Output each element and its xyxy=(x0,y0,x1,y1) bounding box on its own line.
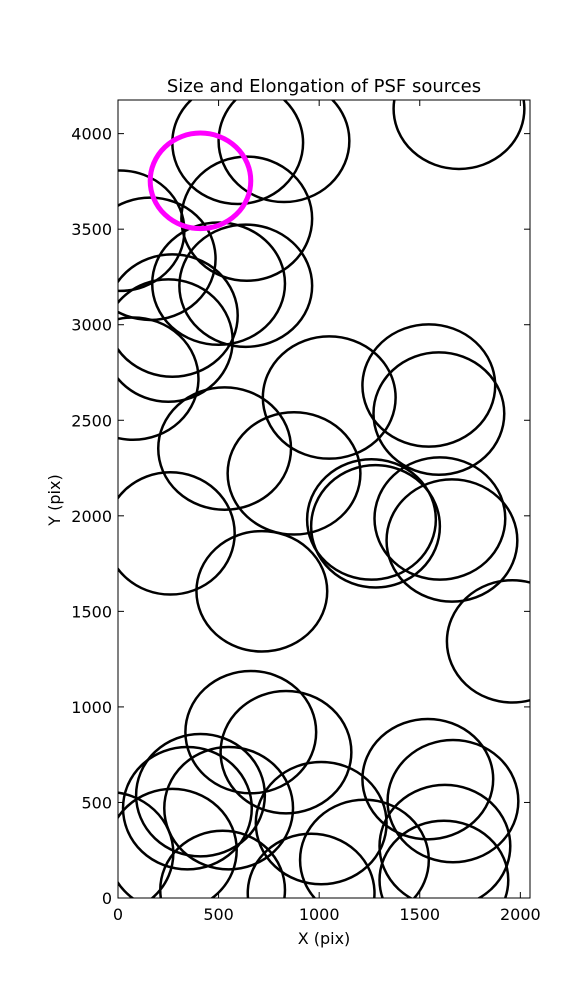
psf-ellipse xyxy=(309,463,442,589)
psf-ellipse xyxy=(246,832,376,898)
psf-ellipse xyxy=(150,221,287,347)
psf-ellipse xyxy=(298,798,431,898)
y-tick-label: 3000 xyxy=(71,316,112,335)
y-tick-label: 2500 xyxy=(71,411,112,430)
psf-ellipse xyxy=(118,278,234,403)
psf-ellipse xyxy=(134,732,267,858)
x-tick-label: 0 xyxy=(113,905,123,924)
psf-ellipse xyxy=(217,100,351,204)
psf-ellipse xyxy=(386,738,520,864)
axes-frame xyxy=(117,99,531,899)
psf-ellipse xyxy=(159,829,287,898)
x-axis-label: X (pix) xyxy=(298,929,351,948)
y-tick-label: 0 xyxy=(102,889,112,908)
psf-ellipse xyxy=(254,760,388,886)
y-tick-label: 2000 xyxy=(71,507,112,526)
x-tick-label: 2000 xyxy=(500,905,541,924)
psf-ellipse xyxy=(178,223,314,349)
chart-title: Size and Elongation of PSF sources xyxy=(167,76,481,97)
psf-ellipse xyxy=(445,578,530,704)
psf-ellipse xyxy=(378,783,512,898)
y-tick-label: 1500 xyxy=(71,602,112,621)
psf-ellipse xyxy=(118,787,238,898)
y-tick-label: 1000 xyxy=(71,698,112,717)
psf-ellipse xyxy=(121,745,254,871)
psf-ellipse xyxy=(118,253,239,378)
psf-ellipse xyxy=(378,819,510,898)
psf-ellipse xyxy=(195,529,329,653)
psf-ellipse xyxy=(163,745,295,871)
x-tick-label: 1000 xyxy=(299,905,340,924)
x-tick-label: 1500 xyxy=(399,905,440,924)
y-tick-label: 500 xyxy=(81,793,112,812)
psf-ellipse xyxy=(361,717,495,841)
y-tick-label: 3500 xyxy=(71,220,112,239)
psf-ellipse xyxy=(361,323,497,448)
y-axis-label: Y (pix) xyxy=(45,474,64,526)
psf-ellipse xyxy=(147,130,254,232)
plot-area xyxy=(118,100,530,898)
psf-ellipse xyxy=(392,100,526,171)
psf-ellipse xyxy=(373,456,507,581)
psf-ellipse xyxy=(156,386,293,511)
psf-ellipse xyxy=(118,471,236,596)
psf-ellipse xyxy=(226,410,362,536)
psf-ellipse xyxy=(118,316,200,441)
psf-ellipse xyxy=(219,689,353,815)
psf-ellipse xyxy=(372,351,506,476)
y-tick-label: 4000 xyxy=(71,125,112,144)
psf-ellipse xyxy=(385,478,519,603)
x-tick-label: 500 xyxy=(203,905,234,924)
psf-ellipse xyxy=(305,458,438,581)
